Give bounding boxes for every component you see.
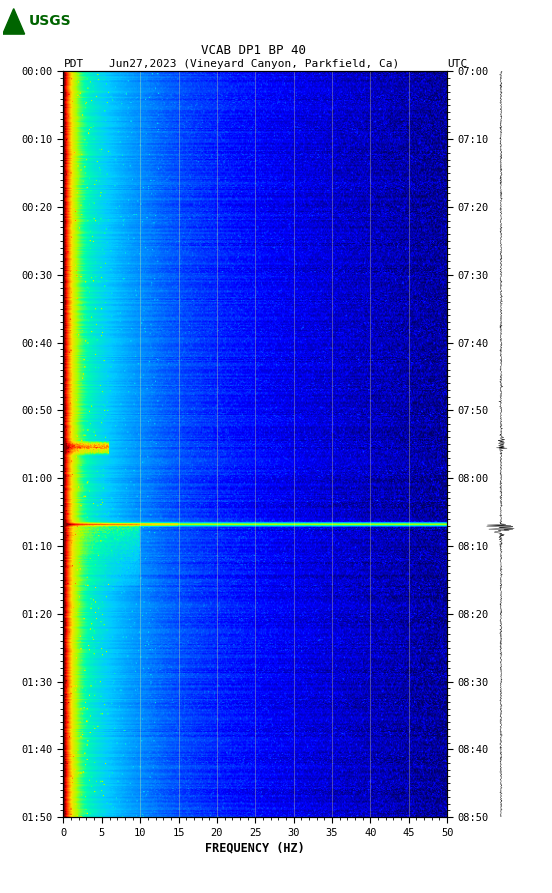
Text: Jun27,2023 (Vineyard Canyon, Parkfield, Ca): Jun27,2023 (Vineyard Canyon, Parkfield, … bbox=[109, 59, 399, 69]
Text: UTC: UTC bbox=[447, 59, 468, 69]
Text: VCAB DP1 BP 40: VCAB DP1 BP 40 bbox=[201, 44, 306, 57]
Text: PDT: PDT bbox=[63, 59, 84, 69]
Text: USGS: USGS bbox=[28, 13, 71, 28]
Polygon shape bbox=[3, 9, 25, 34]
X-axis label: FREQUENCY (HZ): FREQUENCY (HZ) bbox=[205, 842, 305, 855]
